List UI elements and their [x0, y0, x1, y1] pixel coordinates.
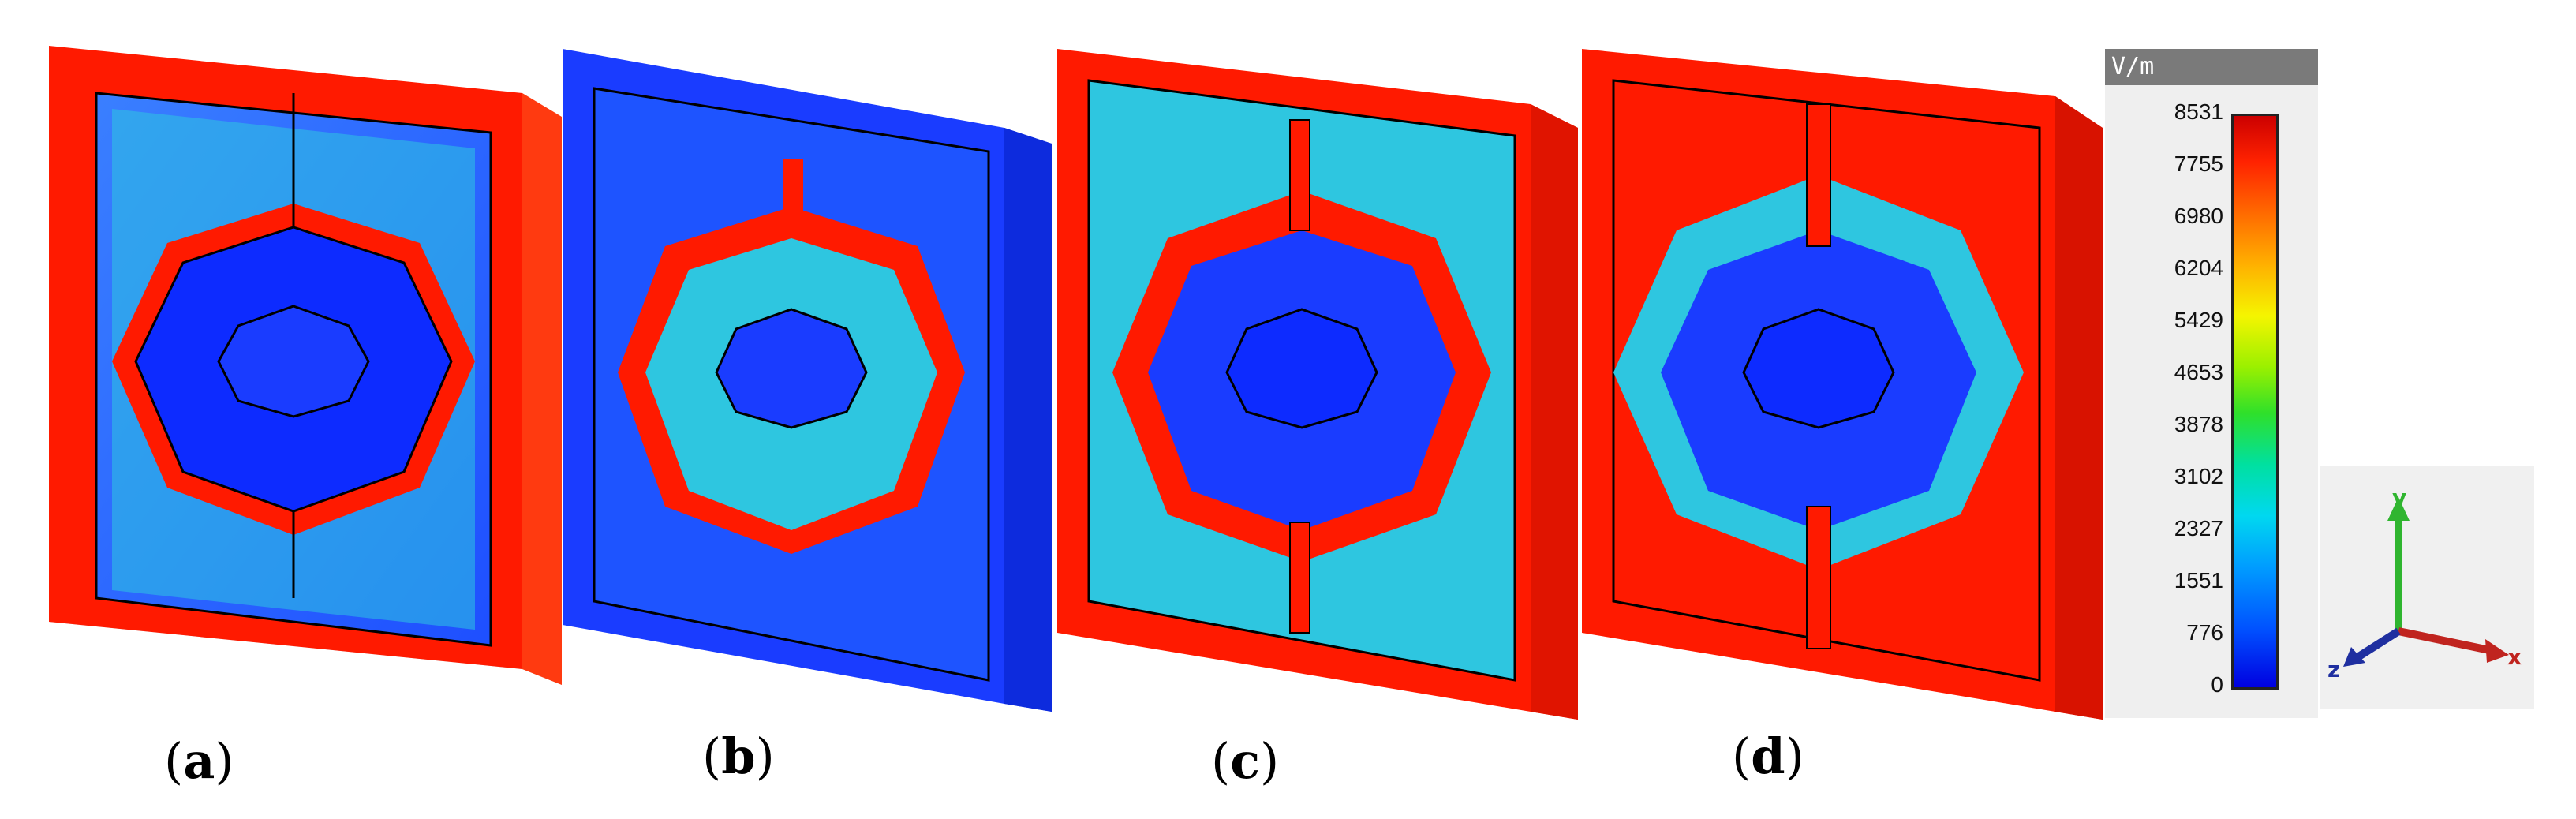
legend-tick: 6204 — [2174, 256, 2223, 280]
z-axis-arrow — [2353, 627, 2401, 663]
field-panel-d — [1582, 49, 2103, 720]
x-axis-label: x — [2507, 644, 2522, 670]
legend-tick: 0 — [2211, 672, 2223, 697]
caption-c-letter: c — [1230, 732, 1260, 790]
caption-b-letter: b — [721, 727, 756, 785]
caption-a-letter: a — [183, 732, 215, 790]
caption-d-letter: d — [1751, 727, 1785, 785]
legend-tick: 3102 — [2174, 464, 2223, 488]
legend-tick: 7755 — [2174, 151, 2223, 176]
caption-c: (c) — [1211, 732, 1280, 790]
field-panel-b — [563, 49, 1052, 712]
field-panel-a — [49, 46, 562, 685]
y-axis-label: y — [2392, 484, 2406, 510]
legend-tick: 4653 — [2174, 360, 2223, 384]
caption-b: (b) — [702, 727, 775, 785]
legend-tick: 2327 — [2174, 516, 2223, 540]
x-axis-arrow — [2397, 627, 2495, 655]
legend-tick: 776 — [2186, 620, 2223, 645]
legend-tick: 3878 — [2174, 412, 2223, 436]
legend-tick: 5429 — [2174, 308, 2223, 332]
axes-triad: y x z — [2320, 466, 2534, 709]
z-axis-label: z — [2327, 656, 2340, 682]
legend-tick: 1551 — [2174, 568, 2223, 593]
field-legend: V/m 8531 7755 6980 6204 5429 4653 3878 3… — [2105, 49, 2318, 718]
caption-d: (d) — [1732, 727, 1804, 785]
legend-unit: V/m — [2105, 49, 2318, 85]
caption-a: (a) — [164, 732, 234, 790]
legend-tick: 6980 — [2174, 204, 2223, 228]
legend-tick: 8531 — [2174, 99, 2223, 124]
field-panel-c — [1057, 49, 1578, 720]
legend-colorbar — [2231, 114, 2279, 690]
